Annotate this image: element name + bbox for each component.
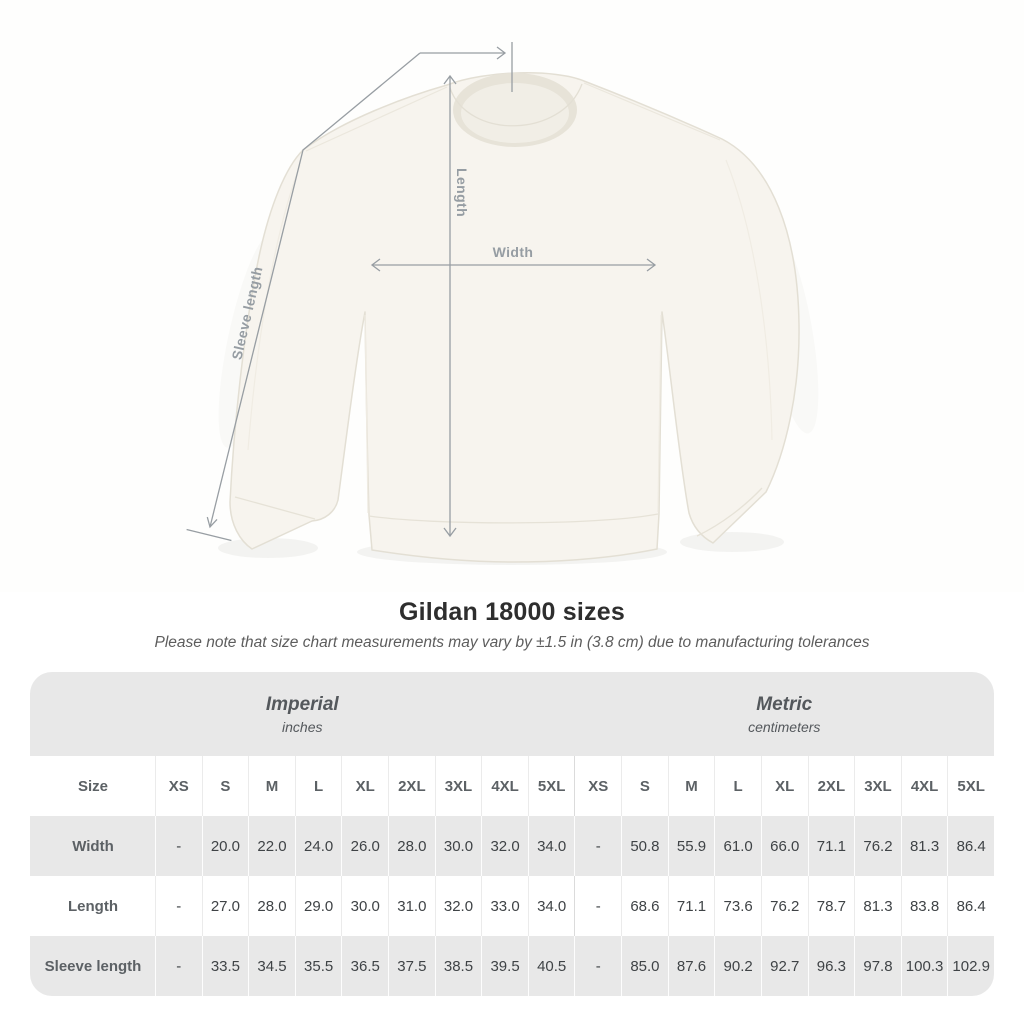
size-header-row: Size XS S M L XL 2XL 3XL 4XL 5XL XS S M L XL 2XL 3XL 4XL 5… [30, 756, 994, 816]
size-value: 40.5 [527, 936, 575, 996]
size-value: 96.3 [807, 936, 855, 996]
size-value: 28.0 [248, 876, 295, 936]
size-value: 34.0 [527, 876, 575, 936]
size-column-header: XS [155, 756, 202, 816]
size-column-header: L [294, 756, 342, 816]
measurement-row-label: Length [68, 897, 118, 915]
size-value: - [574, 816, 621, 876]
length-annotation-label: Length [454, 168, 470, 218]
size-column-header: XL [341, 756, 388, 816]
size-value: 32.0 [434, 876, 482, 936]
width-annotation-label: Width [492, 244, 534, 260]
size-column-header: 4XL [481, 756, 528, 816]
size-value: 97.8 [854, 936, 901, 996]
imperial-unit: inches [282, 718, 323, 735]
size-value: 20.0 [201, 816, 249, 876]
size-value: 33.5 [201, 936, 249, 996]
heading-block: Gildan 18000 sizes Please note that size… [0, 598, 1024, 652]
tolerance-note: Please note that size chart measurements… [154, 634, 870, 651]
size-value: 35.5 [294, 936, 342, 996]
size-column-header: 2XL [807, 756, 855, 816]
size-value: 33.0 [481, 876, 528, 936]
size-value: - [574, 876, 621, 936]
size-value: 102.9 [947, 936, 994, 996]
size-value: 27.0 [201, 876, 249, 936]
size-value: 22.0 [248, 816, 295, 876]
size-value: 31.0 [388, 876, 435, 936]
size-chart-rows: Size XS S M L XL 2XL 3XL 4XL 5XL XS S M L XL 2XL 3XL 4XL 5… [30, 756, 994, 996]
measurement-lines [186, 42, 657, 542]
size-column-title: Size [77, 777, 108, 795]
metric-unit: centimeters [748, 718, 821, 735]
size-value: 26.0 [341, 816, 388, 876]
size-column-header: 5XL [947, 756, 994, 816]
size-value: 36.5 [341, 936, 388, 996]
size-value: 85.0 [621, 936, 668, 996]
size-column-header: M [248, 756, 295, 816]
size-value: 24.0 [294, 816, 342, 876]
size-value: 78.7 [807, 876, 855, 936]
measurement-row: Width -20.0 22.0 24.0 26.0 28.0 30.0 32.0 34.0-5… [30, 816, 994, 876]
page-title: Gildan 18000 sizes [399, 598, 625, 626]
size-value: 71.1 [807, 816, 855, 876]
size-column-header: 2XL [388, 756, 435, 816]
sweatshirt-body [229, 72, 800, 563]
size-column-header: 3XL [854, 756, 901, 816]
metric-header: Metric centimeters [575, 672, 995, 756]
size-value: 76.2 [760, 876, 808, 936]
size-value: 86.4 [947, 816, 994, 876]
size-column-header: S [621, 756, 668, 816]
size-value: 28.0 [388, 816, 435, 876]
size-value: - [155, 876, 202, 936]
size-value: 37.5 [388, 936, 435, 996]
size-value: 38.5 [434, 936, 482, 996]
size-value: 30.0 [434, 816, 482, 876]
size-value: 92.7 [760, 936, 808, 996]
size-value: 76.2 [854, 816, 901, 876]
units-header-band: Imperial inches Metric centimeters [30, 672, 994, 756]
size-value: 86.4 [947, 876, 994, 936]
imperial-title: Imperial [265, 693, 339, 715]
size-column-header: L [714, 756, 761, 816]
size-column-header: 3XL [434, 756, 482, 816]
size-column-header: XL [760, 756, 808, 816]
size-value: 32.0 [481, 816, 528, 876]
imperial-header: Imperial inches [30, 672, 575, 756]
size-column-header: 4XL [900, 756, 948, 816]
size-value: 81.3 [854, 876, 901, 936]
size-value: 30.0 [341, 876, 388, 936]
measurement-row-label: Sleeve length [44, 957, 142, 975]
size-chart-table: Imperial inches Metric centimeters Size X… [30, 672, 994, 996]
size-value: - [574, 936, 621, 996]
size-value: 81.3 [900, 816, 948, 876]
size-value: 29.0 [294, 876, 342, 936]
measurement-row-label: Width [72, 837, 114, 855]
size-value: 61.0 [714, 816, 761, 876]
size-value: 39.5 [481, 936, 528, 996]
measurement-row: Sleeve length -33.5 34.5 35.5 36.5 37.5 38.5 39… [30, 936, 994, 996]
size-value: 68.6 [621, 876, 668, 936]
size-column-header: XS [574, 756, 621, 816]
size-value: 34.0 [527, 816, 575, 876]
size-column-header: 5XL [527, 756, 575, 816]
size-value: - [155, 936, 202, 996]
measurement-row: Length -27.0 28.0 29.0 30.0 31.0 32.0 33.0 34.0-… [30, 876, 994, 936]
size-value: 50.8 [621, 816, 668, 876]
size-value: 71.1 [667, 876, 715, 936]
size-value: 87.6 [667, 936, 715, 996]
sweatshirt-image [186, 42, 800, 565]
product-measurement-diagram: Length Width Sleeve length [186, 42, 800, 565]
metric-title: Metric [756, 693, 813, 715]
size-value: 83.8 [900, 876, 948, 936]
size-value: 100.3 [900, 936, 948, 996]
size-value: - [155, 816, 202, 876]
size-value: 90.2 [714, 936, 761, 996]
size-column-header: M [667, 756, 715, 816]
size-value: 55.9 [667, 816, 715, 876]
size-value: 66.0 [760, 816, 808, 876]
size-column-header: S [201, 756, 249, 816]
size-value: 34.5 [248, 936, 295, 996]
size-value: 73.6 [714, 876, 761, 936]
